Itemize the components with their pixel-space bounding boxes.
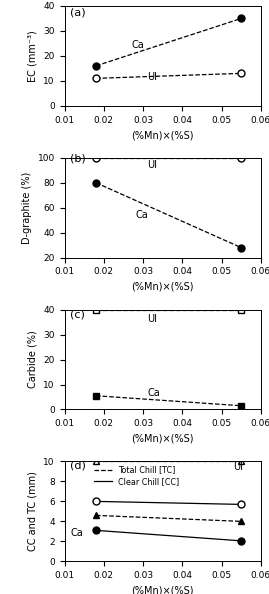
Y-axis label: D-graphite (%): D-graphite (%)	[22, 172, 32, 244]
Text: UI: UI	[147, 72, 157, 81]
Y-axis label: Carbide (%): Carbide (%)	[28, 331, 38, 388]
Text: Ca: Ca	[147, 388, 160, 398]
Text: (a): (a)	[70, 8, 86, 18]
Text: Ca: Ca	[131, 40, 144, 50]
Text: UI: UI	[147, 160, 157, 170]
Text: (c): (c)	[70, 309, 85, 319]
Legend: Total Chill [TC], Clear Chill [CC]: Total Chill [TC], Clear Chill [CC]	[94, 466, 179, 486]
Text: (b): (b)	[70, 153, 86, 163]
X-axis label: (%Mn)×(%S): (%Mn)×(%S)	[132, 586, 194, 594]
Text: Ca: Ca	[135, 210, 148, 220]
Text: UI: UI	[233, 463, 243, 472]
Text: Ca: Ca	[70, 528, 83, 538]
Y-axis label: CC and TC (mm): CC and TC (mm)	[28, 472, 38, 551]
Y-axis label: EC (mm⁻³): EC (mm⁻³)	[28, 30, 38, 82]
Text: (d): (d)	[70, 460, 86, 470]
Text: UI: UI	[147, 314, 157, 324]
X-axis label: (%Mn)×(%S): (%Mn)×(%S)	[132, 130, 194, 140]
X-axis label: (%Mn)×(%S): (%Mn)×(%S)	[132, 434, 194, 444]
X-axis label: (%Mn)×(%S): (%Mn)×(%S)	[132, 282, 194, 292]
